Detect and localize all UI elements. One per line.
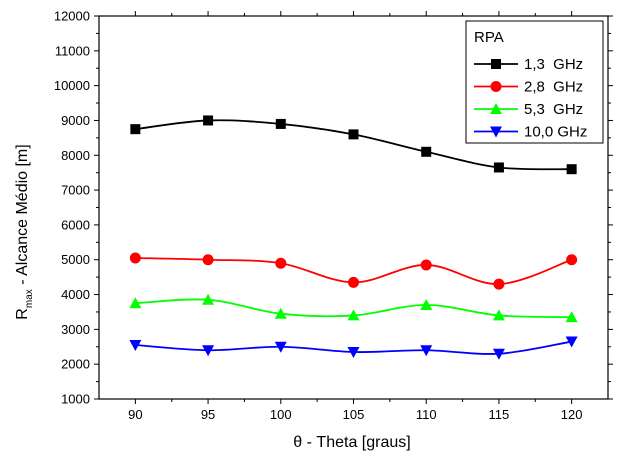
series-3 [129, 293, 578, 323]
legend-box [465, 20, 604, 144]
x-tick-label: 110 [416, 407, 437, 422]
legend-entry: 2,8 GHz [474, 79, 583, 96]
y-tick-label: 1000 [61, 392, 90, 407]
data-point [129, 252, 141, 264]
x-axis-title: θ - Theta [graus] [293, 434, 410, 451]
x-tick-label: 105 [343, 407, 365, 422]
data-point [275, 118, 286, 129]
legend-label: 2,8 GHz [524, 79, 583, 96]
data-point [275, 257, 287, 269]
data-point [565, 311, 578, 323]
data-point [347, 346, 360, 358]
x-tick-label: 115 [489, 407, 510, 422]
y-tick-label: 11000 [55, 43, 90, 58]
y-tick-label: 7000 [61, 183, 90, 198]
x-tick-label: 90 [128, 407, 142, 422]
data-point [348, 276, 359, 288]
legend-entry: 5,3 GHz [474, 101, 583, 118]
x-axis-title-text: - Theta [graus] [302, 434, 411, 451]
data-point [348, 129, 359, 140]
legend-marker [490, 103, 502, 114]
y-tick-label: 2000 [61, 357, 90, 372]
series-layer [129, 115, 578, 360]
y-tick-label: 3000 [61, 322, 90, 337]
axes: 90 95 100 105 110 115 120 1000 2000 3000 4000 5000 6… [54, 9, 613, 422]
y-tick-label: 8000 [61, 148, 90, 163]
data-point [493, 162, 504, 173]
legend-title: RPA [474, 29, 504, 46]
data-point [565, 336, 578, 348]
series-4 [129, 336, 578, 360]
x-tick-label: 100 [270, 407, 292, 422]
y-tick-label: 12000 [54, 9, 90, 24]
y-tick-label: 9000 [61, 113, 90, 128]
series-2 [129, 252, 578, 290]
data-point [347, 309, 360, 321]
legend-entry: 10,0 GHz [474, 124, 587, 141]
data-point [566, 254, 578, 266]
series-1 [130, 115, 577, 175]
y-tick-label: 5000 [61, 252, 90, 267]
y-axis-title-rest: - Alcance Médio [m] [14, 144, 31, 289]
legend-entry: 1,3 GHz [474, 56, 583, 73]
data-point [420, 259, 432, 271]
data-point [566, 164, 577, 175]
x-axis-title-symbol: θ [293, 434, 302, 451]
data-point [129, 340, 142, 352]
x-tick-label: 120 [561, 407, 583, 422]
data-point [202, 293, 215, 305]
data-point [493, 278, 505, 290]
data-point [274, 341, 287, 353]
y-tick-label: 10000 [54, 78, 90, 93]
legend-label: 1,3 GHz [524, 56, 583, 73]
y-axis-title-main: R [14, 308, 31, 320]
data-point [274, 307, 287, 319]
data-point [129, 297, 142, 309]
y-axis-title-sub: max [24, 289, 35, 308]
legend-marker [491, 59, 501, 69]
data-point [492, 348, 505, 360]
data-point [420, 298, 433, 310]
data-point [421, 146, 432, 157]
y-tick-label: 4000 [61, 287, 90, 302]
data-point [202, 254, 214, 266]
x-tick-label: 95 [201, 407, 215, 422]
y-tick-label: 6000 [61, 217, 90, 232]
data-point [202, 345, 215, 357]
legend-marker [490, 81, 502, 92]
data-point [130, 124, 141, 135]
data-point [492, 309, 505, 321]
legend: RPA 1,3 GHz 2,8 GHz 5,3 GHz 10,0 GHz [465, 20, 604, 144]
data-point [203, 115, 214, 126]
legend-label: 10,0 GHz [524, 124, 587, 141]
legend-label: 5,3 GHz [524, 101, 583, 118]
y-axis-title: Rmax - Alcance Médio [m] [14, 144, 35, 319]
legend-marker [490, 126, 502, 138]
data-point [420, 345, 433, 357]
